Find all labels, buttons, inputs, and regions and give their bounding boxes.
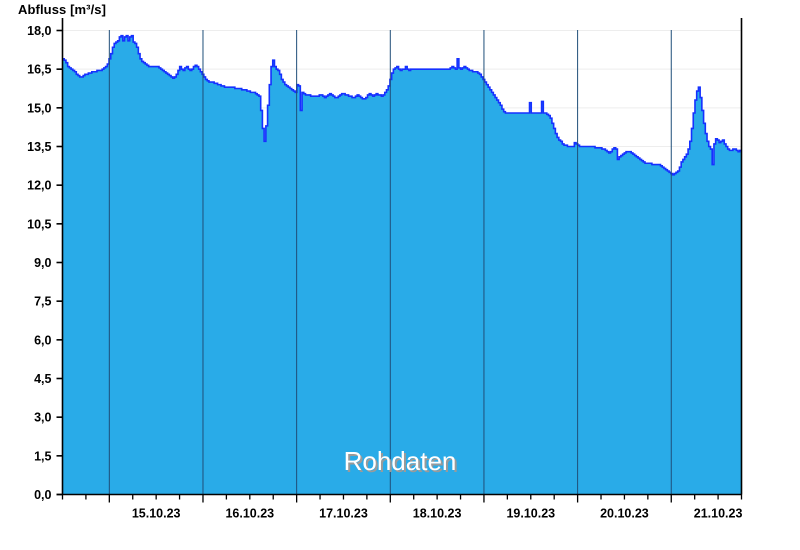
y-tick-label: 18,0 [27, 24, 51, 38]
y-tick-label: 0,0 [34, 488, 51, 502]
watermark-text: Rohdaten [344, 446, 457, 476]
x-tick-label: 16.10.23 [225, 507, 274, 521]
discharge-area-series [62, 34, 742, 495]
y-tick-label: 7,5 [34, 295, 51, 309]
x-tick-label: 20.10.23 [600, 507, 649, 521]
y-tick-label: 6,0 [34, 333, 51, 347]
y-tick-label: 4,5 [34, 372, 51, 386]
area-fill [62, 35, 742, 495]
x-tick-label: 15.10.23 [132, 507, 181, 521]
y-tick-label: 9,0 [34, 256, 51, 270]
watermark-shadow-text: Rohdaten [346, 448, 459, 478]
x-tick-label: 18.10.23 [413, 507, 462, 521]
y-tick-label: 1,5 [34, 449, 51, 463]
chart-title: Abfluss [m³/s] [18, 2, 107, 17]
y-tick-label: 13,5 [27, 140, 51, 154]
axes [56, 18, 743, 496]
x-tick-label: 21.10.23 [694, 507, 743, 521]
y-tick-label: 15,0 [27, 101, 51, 115]
x-axis-ticks: 15.10.23 16.10.23 17.10.23 18.10.23 19.10.23… [61, 494, 743, 521]
y-tick-label: 3,0 [34, 411, 51, 425]
x-tick-label: 19.10.23 [506, 507, 555, 521]
y-tick-label: 10,5 [27, 217, 51, 231]
day-separator-lines [108, 30, 672, 495]
y-tick-label: 16,5 [27, 63, 51, 77]
y-tick-label: 12,0 [27, 179, 51, 193]
x-tick-label: 17.10.23 [319, 507, 368, 521]
y-axis-ticks: 0,0 1,5 3,0 4,5 6,0 7,5 9,0 10,5 12,0 13,5 15,0 16,… [27, 24, 63, 502]
